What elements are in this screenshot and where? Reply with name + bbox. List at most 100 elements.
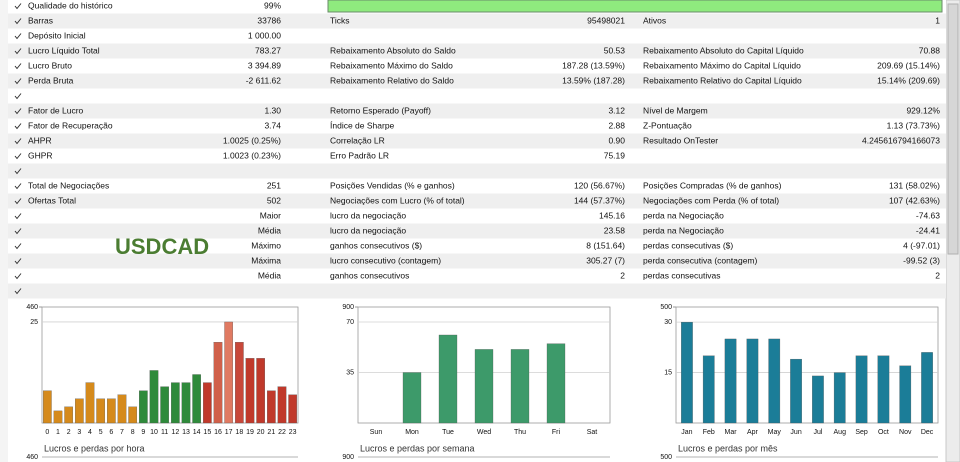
y2-tick-label: 900 xyxy=(342,304,354,311)
bar xyxy=(681,321,693,424)
row-background xyxy=(8,283,946,299)
x-tick-label: 22 xyxy=(278,429,286,436)
y2-tick-label: 460 xyxy=(26,454,38,461)
row-label: Índice de Sharpe xyxy=(330,120,395,130)
bar xyxy=(288,394,297,424)
row-value: Média xyxy=(258,270,281,280)
bar xyxy=(921,352,933,424)
row-value: 50.53 xyxy=(604,45,626,55)
row-background xyxy=(8,118,946,134)
row-label: Posições Compradas (% de ganhos) xyxy=(643,180,782,190)
row-label: Nível de Margem xyxy=(643,105,708,115)
bar xyxy=(224,321,233,424)
row-label: Posições Vendidas (% e ganhos) xyxy=(330,180,455,190)
row-label: Erro Padrão LR xyxy=(330,150,389,160)
x-tick-label: May xyxy=(768,429,782,436)
row-value: 1.0023 (0.23%) xyxy=(223,150,281,160)
scrollbar-thumb[interactable] xyxy=(947,3,959,255)
row-label: AHPR xyxy=(28,135,52,145)
row-value: Média xyxy=(258,225,281,235)
stats-table: Qualidade do histórico 99% Barras 33786 Tick… xyxy=(8,0,946,299)
bar xyxy=(702,355,715,424)
row-value: 107 (42.63%) xyxy=(889,195,940,205)
bar xyxy=(149,370,159,424)
row-value: Máximo xyxy=(251,240,281,250)
x-tick-label: 13 xyxy=(182,429,190,436)
y-tick-label: 30 xyxy=(664,319,672,326)
bar xyxy=(117,394,127,424)
row-background xyxy=(8,58,946,74)
row-label: Rebaixamento Absoluto do Capital Líquido xyxy=(643,45,804,55)
row-label: Rebaixamento Máximo do Capital Líquido xyxy=(643,60,801,70)
x-tick-label: 0 xyxy=(45,429,49,436)
bar xyxy=(724,338,737,424)
row-label: Rebaixamento Máximo do Saldo xyxy=(330,60,453,70)
x-tick-label: 6 xyxy=(109,429,113,436)
check-icon xyxy=(14,183,22,190)
row-value: 0.90 xyxy=(608,135,625,145)
check-icon xyxy=(14,153,22,160)
row-value: -99.52 (3) xyxy=(903,255,940,265)
bar xyxy=(139,390,148,424)
x-tick-label: 15 xyxy=(203,429,211,436)
x-tick-label: Mon xyxy=(405,429,419,436)
row-value: 305.27 (7) xyxy=(586,255,625,265)
row-background xyxy=(8,133,946,149)
bar xyxy=(43,390,52,424)
x-tick-label: 20 xyxy=(257,429,265,436)
row-value: 1 000.00 xyxy=(248,30,281,40)
symbol: USDCAD xyxy=(115,234,209,259)
x-tick-label: Apr xyxy=(747,429,759,436)
row-background xyxy=(8,88,946,104)
x-tick-label: Oct xyxy=(878,429,889,436)
y2-tick-label: 500 xyxy=(660,454,672,461)
row-value: 1.30 xyxy=(264,105,281,115)
y2-tick-label: 460 xyxy=(26,304,38,311)
bar xyxy=(474,349,494,424)
check-icon xyxy=(14,243,22,250)
chart: 15 30 500 500 Jan Feb Mar Apr May Jun Jul Aug Sep Oct… xyxy=(660,304,939,461)
check-icon xyxy=(14,123,22,130)
bar xyxy=(812,375,824,424)
x-tick-label: 1 xyxy=(56,429,60,436)
bar xyxy=(213,342,223,424)
row-value: 3.74 xyxy=(264,120,281,130)
x-tick-label: 4 xyxy=(88,429,92,436)
chart: 35 70 900 900 Sun Mon Tue Wed Thu Fri Sat Lucros e … xyxy=(342,304,611,461)
row-value: 929.12% xyxy=(906,105,940,115)
bar xyxy=(85,382,95,424)
row-value: 2 xyxy=(620,270,625,280)
row-label: ganhos consecutivos xyxy=(330,270,409,280)
bar xyxy=(171,382,180,424)
row-value: 33786 xyxy=(257,15,281,25)
x-tick-label: 12 xyxy=(171,429,179,436)
bar xyxy=(64,406,73,424)
bar xyxy=(438,334,458,424)
row-label: Ativos xyxy=(643,15,666,25)
row-value: 8 (151.64) xyxy=(586,240,625,250)
check-icon xyxy=(14,168,22,175)
row-background xyxy=(8,43,946,59)
x-tick-label: Thu xyxy=(514,429,526,436)
bar xyxy=(203,382,212,424)
bar xyxy=(402,372,422,424)
row-label: Perda Bruta xyxy=(28,75,74,85)
x-tick-label: Jan xyxy=(681,429,692,436)
row-label: Qualidade do histórico xyxy=(28,0,113,10)
row-label: Negociações com Perda (% of total) xyxy=(643,195,779,205)
check-icon xyxy=(14,273,22,280)
row-value: 145.16 xyxy=(599,210,625,220)
row-label: Correlação LR xyxy=(330,135,385,145)
row-value: 783.27 xyxy=(255,45,281,55)
row-label: Negociações com Lucro (% of total) xyxy=(330,195,465,205)
row-value: 95498021 xyxy=(587,15,625,25)
left-gutter xyxy=(0,0,8,462)
check-icon xyxy=(14,93,22,100)
row-background xyxy=(8,73,946,89)
row-value: Maior xyxy=(260,210,281,220)
row-value: 3.12 xyxy=(608,105,625,115)
row-value: 75.19 xyxy=(604,150,626,160)
check-icon xyxy=(14,228,22,235)
x-tick-label: 21 xyxy=(267,429,275,436)
row-value: 3 394.89 xyxy=(248,60,281,70)
